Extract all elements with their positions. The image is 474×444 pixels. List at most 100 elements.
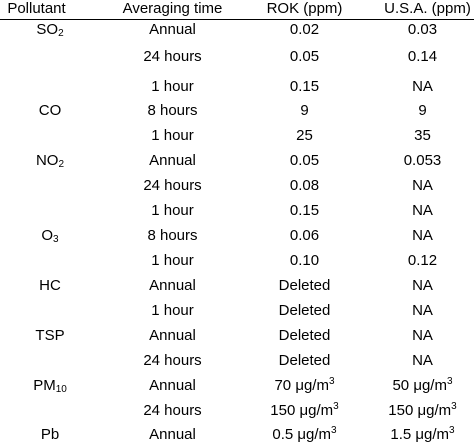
rok-value: 25: [296, 127, 313, 144]
averaging-time-cell: 24 hours: [143, 177, 202, 194]
averaging-time-cell: 8 hours: [147, 227, 198, 244]
rok-cell: 0.02: [247, 21, 362, 39]
usa-cell: 0.12: [365, 252, 474, 270]
usa-cell: NA: [365, 78, 474, 96]
averaging-time-cell: Annual: [149, 377, 196, 394]
usa-cell: NA: [365, 302, 474, 320]
rok-value: 0.05: [289, 48, 320, 65]
pollutant-cell: HC: [10, 277, 90, 295]
usa-cell: 50 μg/m3: [365, 377, 474, 395]
header-pollutant: Pollutant: [7, 0, 66, 17]
pollutant-cell: CO: [10, 102, 90, 120]
usa-value: 0.14: [407, 48, 438, 65]
rok-cell: 0.15: [247, 202, 362, 220]
usa-value: 0.03: [407, 21, 438, 38]
usa-cell: 0.14: [365, 48, 474, 66]
rok-value: Deleted: [278, 277, 331, 294]
rok-cell: Deleted: [247, 352, 362, 370]
usa-cell: NA: [365, 177, 474, 195]
rok-value: Deleted: [278, 327, 331, 344]
rok-value: 70 μg/m: [274, 377, 329, 394]
rok-value: Deleted: [278, 352, 331, 369]
rok-cell: 25: [247, 127, 362, 145]
usa-value: NA: [412, 277, 433, 294]
usa-value: NA: [412, 78, 433, 95]
rok-value: 9: [300, 102, 309, 119]
averaging-time-cell: Annual: [149, 277, 196, 294]
rok-value: 0.15: [289, 78, 320, 95]
averaging-time-cell: 1 hour: [151, 127, 194, 144]
averaging-time-cell: Annual: [149, 152, 196, 169]
pollutant-subscript: 2: [58, 28, 64, 39]
pollutant-name: HC: [39, 277, 61, 294]
usa-cell: NA: [365, 227, 474, 245]
rok-value: 0.08: [289, 177, 320, 194]
header-usa: U.S.A. (ppm): [384, 0, 471, 17]
rok-superscript: 3: [331, 425, 337, 436]
pollutant-name: PM: [33, 377, 56, 394]
pollutant-name: CO: [38, 102, 62, 119]
usa-value: 150 μg/m: [388, 402, 452, 419]
usa-value: NA: [412, 177, 433, 194]
pollutant-name: SO: [36, 21, 59, 38]
usa-cell: 0.03: [365, 21, 474, 39]
averaging-time-cell: 8 hours: [147, 102, 198, 119]
rok-superscript: 3: [333, 401, 339, 412]
pollutant-name: NO: [35, 152, 59, 169]
rok-superscript: 3: [328, 376, 335, 387]
rok-value: Deleted: [278, 302, 331, 319]
rok-cell: 0.10: [247, 252, 362, 270]
pollutant-name: Pb: [40, 426, 60, 443]
usa-value: 0.053: [403, 152, 442, 169]
rok-cell: 0.05: [247, 48, 362, 66]
averaging-time-cell: 1 hour: [151, 202, 194, 219]
usa-superscript: 3: [446, 376, 453, 387]
header-averaging-time: Averaging time: [122, 0, 223, 17]
usa-cell: NA: [365, 352, 474, 370]
rok-cell: 0.06: [247, 227, 362, 245]
pollutant-name: O: [41, 227, 54, 244]
rok-cell: 70 μg/m3: [247, 377, 362, 395]
table-header: Pollutant Averaging time ROK (ppm) U.S.A…: [0, 0, 474, 20]
pollutant-name: TSP: [35, 327, 65, 344]
averaging-time-cell: 24 hours: [143, 402, 202, 419]
averaging-time-cell: 1 hour: [151, 302, 194, 319]
usa-value: NA: [412, 302, 433, 319]
averaging-time-cell: 24 hours: [143, 48, 202, 65]
rok-value: 0.05: [289, 152, 320, 169]
rok-cell: Deleted: [247, 277, 362, 295]
rok-cell: 0.5 μg/m3: [247, 426, 362, 444]
pollutant-cell: PM10: [10, 377, 90, 395]
rok-value: 0.15: [289, 202, 320, 219]
usa-value: 1.5 μg/m: [390, 426, 450, 443]
usa-cell: NA: [365, 202, 474, 220]
pollutant-cell: TSP: [10, 327, 90, 345]
averaging-time-cell: Annual: [149, 21, 196, 38]
usa-cell: 150 μg/m3: [365, 402, 474, 420]
usa-cell: 9: [365, 102, 474, 120]
rok-cell: 150 μg/m3: [247, 402, 362, 420]
averaging-time-cell: 1 hour: [151, 252, 194, 269]
rok-cell: 0.15: [247, 78, 362, 96]
averaging-time-cell: Annual: [149, 426, 196, 443]
rok-value: 150 μg/m: [270, 402, 334, 419]
rok-cell: 0.08: [247, 177, 362, 195]
rok-value: 0.02: [289, 21, 320, 38]
averaging-time-cell: Annual: [149, 327, 196, 344]
usa-cell: NA: [365, 327, 474, 345]
header-rok: ROK (ppm): [266, 0, 343, 17]
usa-value: NA: [412, 352, 433, 369]
pollutant-cell: Pb: [10, 426, 90, 444]
rok-value: 0.5 μg/m: [272, 426, 332, 443]
rok-cell: Deleted: [247, 327, 362, 345]
usa-superscript: 3: [449, 425, 455, 436]
averaging-time-cell: 24 hours: [143, 352, 202, 369]
rok-value: 0.06: [289, 227, 320, 244]
usa-superscript: 3: [451, 401, 457, 412]
rok-cell: 9: [247, 102, 362, 120]
rok-cell: Deleted: [247, 302, 362, 320]
rok-value: 0.10: [289, 252, 320, 269]
usa-value: NA: [412, 202, 433, 219]
usa-cell: 35: [365, 127, 474, 145]
rok-cell: 0.05: [247, 152, 362, 170]
